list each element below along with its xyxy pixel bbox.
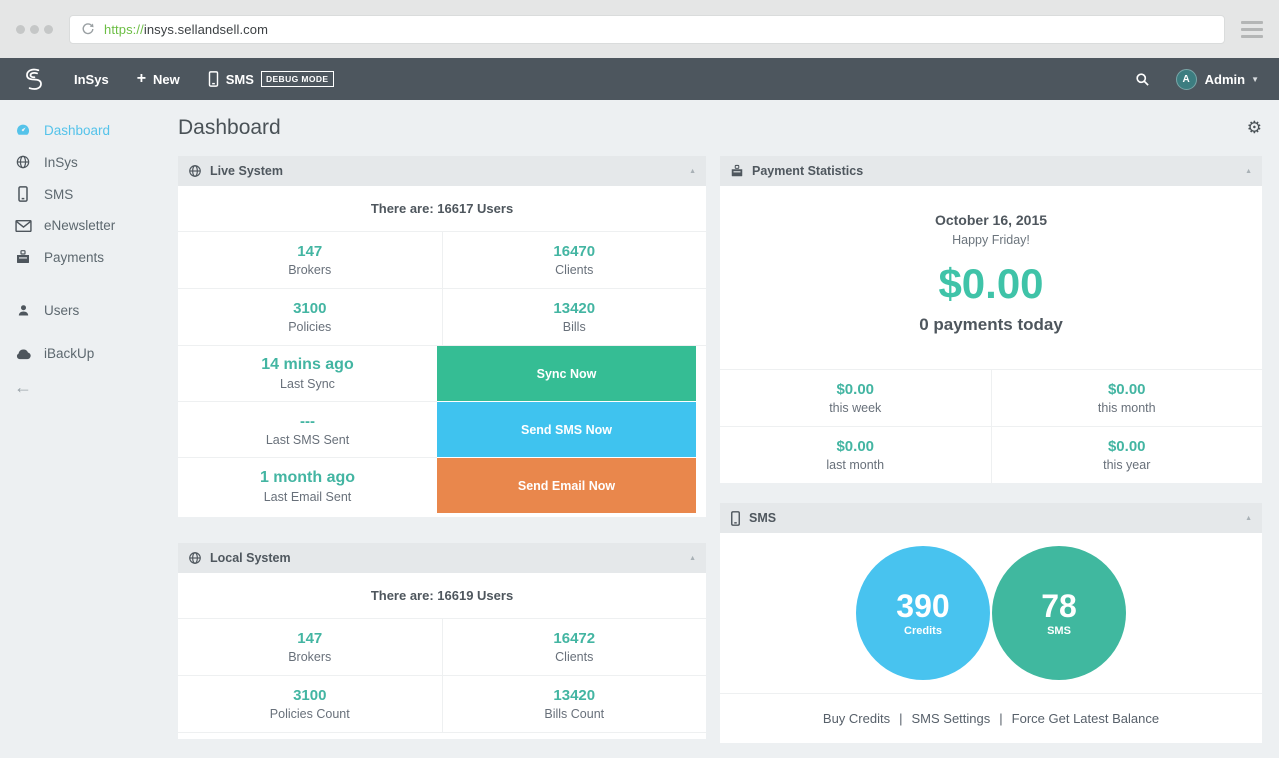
live-system-header: Live System ▲: [178, 156, 706, 186]
address-bar[interactable]: https://insys.sellandsell.com: [69, 14, 1225, 44]
sms-settings-link[interactable]: SMS Settings: [911, 711, 991, 726]
globe-icon: [188, 551, 202, 565]
chevron-down-icon[interactable]: ▼: [1251, 74, 1259, 84]
send-sms-now-button[interactable]: Send SMS Now: [437, 402, 696, 457]
sidebar-item-ibackup[interactable]: iBackUp: [0, 338, 155, 369]
stat-cell: 147 Brokers: [288, 243, 332, 277]
globe-icon: [188, 164, 202, 178]
sidebar: Dashboard InSys SMS: [0, 100, 155, 758]
sidebar-collapse-arrow-icon[interactable]: ←: [14, 377, 32, 397]
sidebar-item-label: Users: [44, 303, 80, 318]
cloud-icon: [14, 347, 32, 360]
sidebar-item-label: SMS: [44, 186, 74, 202]
sidebar-item-payments[interactable]: Payments: [0, 241, 155, 273]
last-sync-cell: 14 mins ago Last Sync: [178, 346, 437, 402]
search-icon[interactable]: [1135, 72, 1150, 87]
collapse-caret-icon[interactable]: ▲: [1245, 167, 1252, 175]
stat-cell: 16470 Clients: [441, 232, 707, 288]
sidebar-item-label: Payments: [44, 249, 105, 265]
sidebar-item-insys[interactable]: InSys: [0, 146, 155, 178]
sidebar-item-label: Dashboard: [44, 122, 111, 138]
window-dot[interactable]: [30, 24, 39, 34]
nav-new-button[interactable]: + New: [136, 70, 180, 87]
sidebar-item-enewsletter[interactable]: eNewsletter: [0, 210, 155, 241]
panel-title: Payment Statistics: [752, 164, 864, 178]
nav-sms-button[interactable]: SMS DEBUG MODE: [208, 71, 334, 87]
envelope-icon: [14, 219, 32, 233]
payment-stat-cell: $0.00 this week: [829, 381, 882, 415]
sms-panel: SMS ▲ 390 Credits 78 SMS: [720, 503, 1262, 743]
stat-cell: 3100 Policies Count: [269, 687, 350, 721]
reload-icon[interactable]: [81, 22, 95, 36]
stat-cell: 3100 Policies: [288, 300, 332, 334]
force-get-latest-balance-link[interactable]: Force Get Latest Balance: [1011, 711, 1160, 726]
payment-stat-cell: $0.00 this month: [990, 370, 1263, 426]
browser-menu-icon[interactable]: [1241, 20, 1263, 38]
payment-stat-cell: $0.00 this year: [990, 427, 1263, 483]
app-navbar: InSys + New SMS DEBUG MODE A: [0, 58, 1279, 100]
buy-credits-link[interactable]: Buy Credits: [822, 711, 891, 726]
nav-brand[interactable]: InSys: [74, 71, 109, 87]
local-system-panel: Local System ▲ There are: 16619 Users 14…: [178, 543, 706, 739]
payment-amount-today: $0.00: [938, 260, 1044, 307]
panel-title: SMS: [749, 511, 777, 525]
brand-logo-icon[interactable]: [20, 65, 48, 93]
stat-cell: 147 Brokers: [288, 630, 332, 664]
window-dot[interactable]: [44, 24, 53, 34]
phone-icon: [730, 510, 741, 526]
user-menu[interactable]: Admin: [1204, 71, 1246, 87]
user-icon: [14, 303, 32, 318]
page-title: Dashboard: [178, 116, 281, 139]
stat-cell: 16472 Clients: [441, 619, 707, 675]
stat-cell: 13420 Bills: [441, 289, 707, 345]
debug-mode-badge: DEBUG MODE: [260, 71, 334, 87]
cash-register-icon: [14, 249, 32, 265]
payments-today-count: 0 payments today: [919, 315, 1063, 334]
collapse-caret-icon[interactable]: ▲: [1245, 514, 1252, 522]
send-email-now-button[interactable]: Send Email Now: [437, 458, 696, 513]
cash-register-icon: [730, 164, 744, 178]
url-text: https://insys.sellandsell.com: [104, 22, 268, 37]
sync-now-button[interactable]: Sync Now: [437, 346, 696, 401]
sms-count-circle: 78 SMS: [992, 546, 1126, 680]
avatar[interactable]: A: [1175, 68, 1197, 90]
phone-icon: [14, 186, 32, 202]
sidebar-item-label: iBackUp: [44, 346, 95, 361]
payment-stat-cell: $0.00 last month: [826, 438, 885, 472]
collapse-caret-icon[interactable]: ▲: [689, 554, 696, 562]
sidebar-item-label: eNewsletter: [44, 218, 116, 233]
sidebar-item-sms[interactable]: SMS: [0, 178, 155, 210]
payment-date: October 16, 2015: [934, 212, 1048, 228]
window-dot[interactable]: [16, 24, 25, 34]
last-email-cell: 1 month ago Last Email Sent: [259, 468, 356, 504]
payment-statistics-panel: Payment Statistics ▲ October 16, 2015 Ha…: [720, 156, 1262, 483]
url-host: insys.sellandsell.com: [143, 21, 269, 37]
plus-icon: +: [136, 70, 147, 87]
payment-statistics-header: Payment Statistics ▲: [720, 156, 1262, 186]
window-controls: [16, 24, 53, 34]
sidebar-item-users[interactable]: Users: [0, 295, 155, 326]
live-system-panel: Live System ▲ There are: 16617 Users 147…: [178, 156, 706, 517]
pipe-separator: |: [999, 711, 1003, 726]
local-system-header: Local System ▲: [178, 543, 706, 573]
panel-title: Local System: [210, 551, 291, 565]
payment-greeting: Happy Friday!: [952, 233, 1030, 247]
url-scheme: https://: [104, 21, 144, 37]
sms-panel-header: SMS ▲: [720, 503, 1262, 533]
last-sms-cell: --- Last SMS Sent: [178, 402, 437, 458]
gear-icon[interactable]: ⚙: [1246, 118, 1262, 137]
sidebar-item-label: InSys: [44, 154, 78, 170]
phone-icon: [208, 71, 219, 87]
browser-chrome: https://insys.sellandsell.com: [0, 0, 1279, 58]
dashboard-icon: [14, 122, 32, 138]
credits-circle: 390 Credits: [856, 546, 990, 680]
local-users-count: There are: 16619 Users: [178, 573, 706, 619]
globe-icon: [14, 154, 32, 170]
collapse-caret-icon[interactable]: ▲: [689, 167, 696, 175]
pipe-separator: |: [899, 711, 903, 726]
sidebar-item-dashboard[interactable]: Dashboard: [0, 114, 155, 146]
stat-cell: 13420 Bills Count: [441, 676, 707, 732]
panel-title: Live System: [210, 164, 283, 178]
live-users-count: There are: 16617 Users: [178, 186, 706, 232]
